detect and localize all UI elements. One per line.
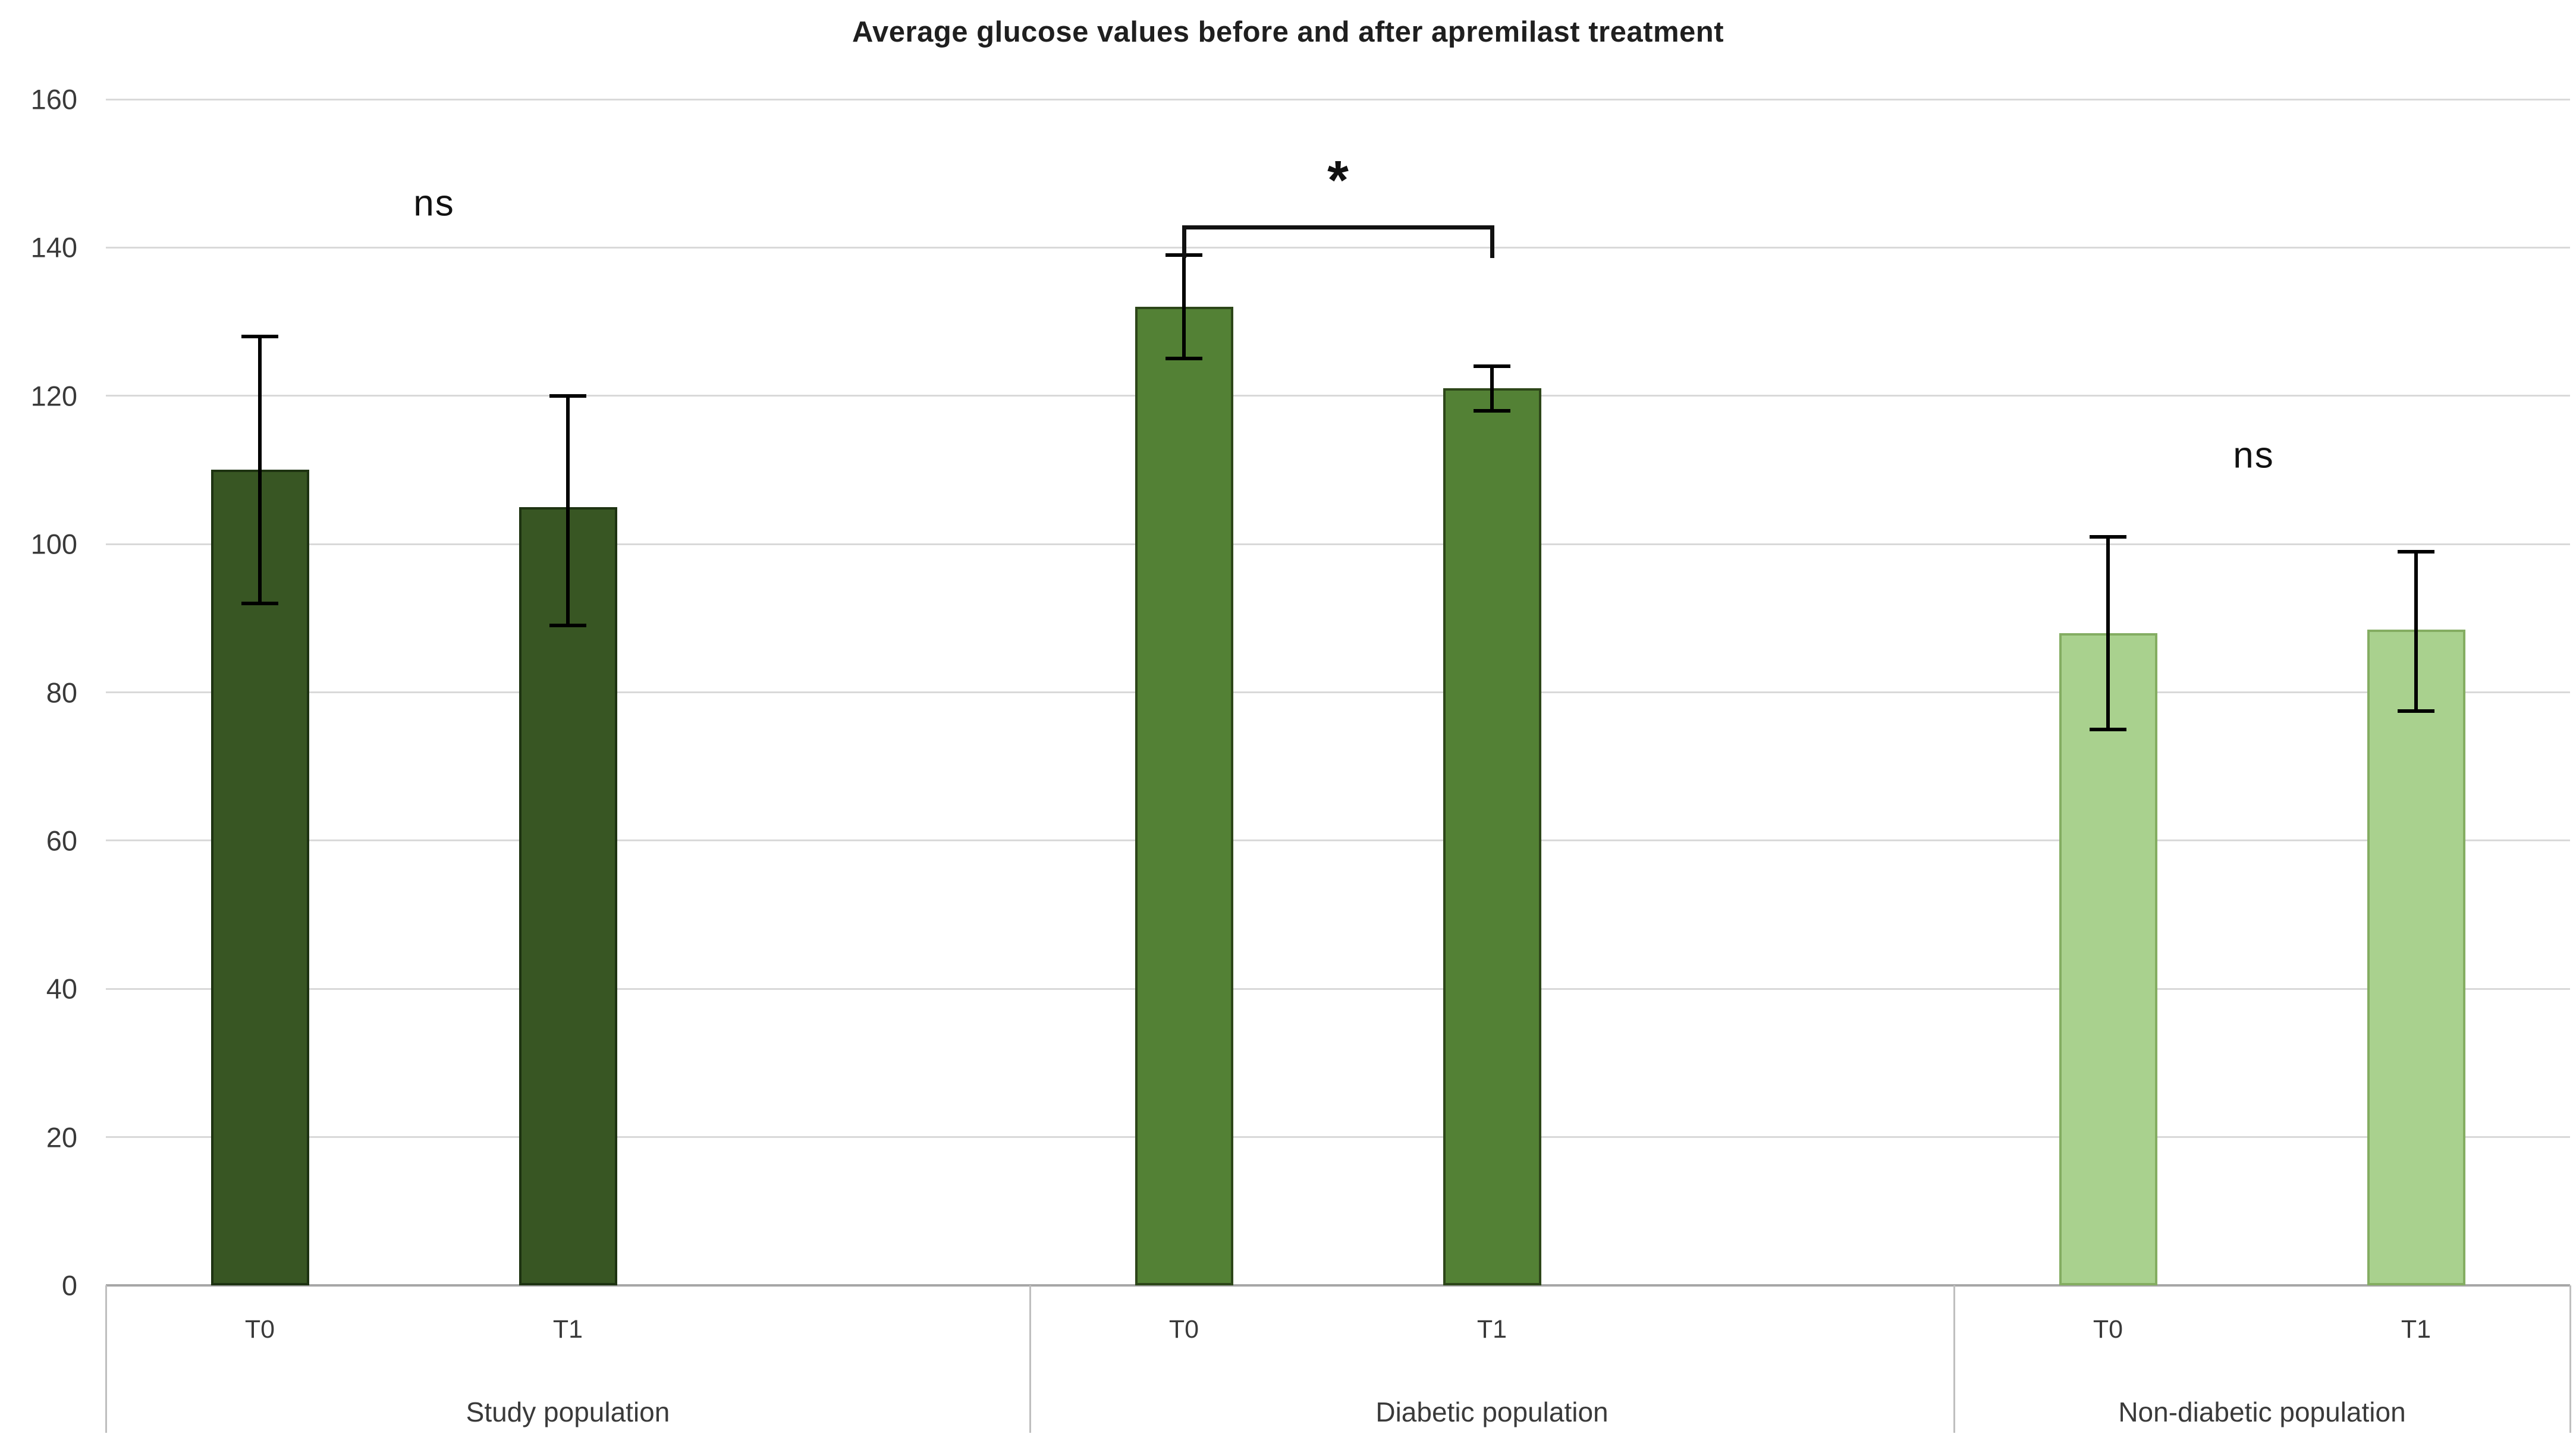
error-bar-cap-bottom bbox=[241, 602, 278, 605]
error-bar-cap-top bbox=[2398, 550, 2434, 554]
y-axis-tick-label-140: 140 bbox=[30, 231, 77, 263]
y-axis-tick-label-0: 0 bbox=[61, 1269, 77, 1301]
significance-ns-group2: ns bbox=[2233, 435, 2275, 476]
category-label-group0-t0: T0 bbox=[244, 1315, 275, 1344]
error-bar-group0-t1 bbox=[566, 396, 570, 626]
significance-bracket-horizontal bbox=[1182, 225, 1494, 229]
error-bar-cap-bottom bbox=[1474, 409, 1510, 413]
category-label-group1-t0: T0 bbox=[1168, 1315, 1199, 1344]
bar-group1-t0 bbox=[1135, 307, 1233, 1285]
category-label-group2-t1: T1 bbox=[2401, 1315, 2432, 1344]
bar-group0-t0 bbox=[211, 470, 309, 1285]
y-axis-tick-label-100: 100 bbox=[30, 528, 77, 560]
error-bar-cap-top bbox=[1474, 364, 1510, 368]
significance-bracket-right-tick bbox=[1490, 225, 1494, 258]
error-bar-group1-t1 bbox=[1490, 366, 1494, 411]
x-axis-line bbox=[106, 1284, 2570, 1287]
error-bar-cap-top bbox=[2090, 535, 2126, 539]
gridline-80 bbox=[106, 691, 2570, 693]
gridline-120 bbox=[106, 395, 2570, 397]
group-divider-1 bbox=[1029, 1285, 1031, 1433]
error-bar-group0-t0 bbox=[258, 337, 262, 603]
error-bar-group1-t0 bbox=[1182, 255, 1186, 359]
error-bar-cap-top bbox=[549, 394, 586, 398]
group-label-1: Diabetic population bbox=[1375, 1397, 1609, 1427]
group-divider-2 bbox=[1953, 1285, 1955, 1433]
y-axis-tick-label-60: 60 bbox=[46, 825, 77, 857]
gridline-20 bbox=[106, 1136, 2570, 1138]
group-label-2: Non-diabetic population bbox=[2118, 1397, 2406, 1427]
group-divider-3 bbox=[2569, 1285, 2571, 1433]
chart-title: Average glucose values before and after … bbox=[852, 16, 1724, 48]
y-axis-tick-label-120: 120 bbox=[30, 380, 77, 412]
gridline-160 bbox=[106, 99, 2570, 100]
group-divider-0 bbox=[105, 1285, 107, 1433]
significance-star-group1: * bbox=[1327, 150, 1349, 211]
category-label-group2-t0: T0 bbox=[2093, 1315, 2123, 1344]
error-bar-cap-top bbox=[241, 335, 278, 338]
error-bar-cap-bottom bbox=[2398, 709, 2434, 713]
group-label-0: Study population bbox=[466, 1397, 670, 1427]
error-bar-group2-t1 bbox=[2414, 552, 2418, 711]
bar-group1-t1 bbox=[1443, 388, 1541, 1285]
y-axis-tick-label-80: 80 bbox=[46, 677, 77, 709]
category-label-group0-t1: T1 bbox=[552, 1315, 583, 1344]
error-bar-cap-bottom bbox=[1166, 357, 1202, 360]
gridline-100 bbox=[106, 543, 2570, 545]
gridline-60 bbox=[106, 839, 2570, 841]
error-bar-cap-bottom bbox=[549, 624, 586, 627]
category-label-group1-t1: T1 bbox=[1477, 1315, 1507, 1344]
gridline-140 bbox=[106, 247, 2570, 249]
y-axis-tick-label-20: 20 bbox=[46, 1121, 77, 1153]
y-axis-tick-label-160: 160 bbox=[30, 83, 77, 115]
significance-bracket-left-tick bbox=[1182, 225, 1186, 258]
error-bar-group2-t0 bbox=[2106, 537, 2110, 729]
bar-group2-t0 bbox=[2059, 633, 2157, 1285]
significance-ns-group0: ns bbox=[413, 183, 455, 224]
bar-group2-t1 bbox=[2367, 630, 2465, 1285]
error-bar-cap-bottom bbox=[2090, 728, 2126, 731]
y-axis-tick-label-40: 40 bbox=[46, 973, 77, 1005]
bar-group0-t1 bbox=[519, 507, 617, 1285]
gridline-40 bbox=[106, 988, 2570, 990]
